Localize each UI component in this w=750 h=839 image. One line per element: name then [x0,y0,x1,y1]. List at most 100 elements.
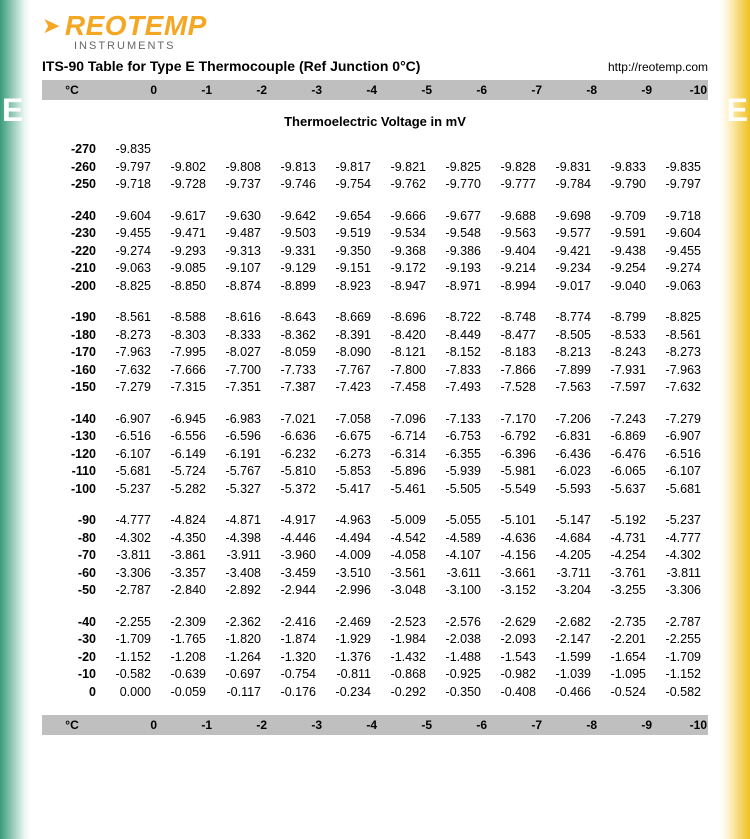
table-cell: -6.191 [212,446,267,464]
table-cell: -9.331 [267,243,322,261]
table-row: -100-5.237-5.282-5.327-5.372-5.417-5.461… [42,481,708,499]
table-cell: -1.709 [652,649,707,667]
table-cell: -9.313 [212,243,267,261]
table-cell: -0.925 [432,666,487,684]
table-row: -40-2.255-2.309-2.362-2.416-2.469-2.523-… [42,614,708,632]
table-cell: -5.282 [157,481,212,499]
table-cell: -1.654 [597,649,652,667]
table-row: -90-4.777-4.824-4.871-4.917-4.963-5.009-… [42,512,708,530]
table-row: -50-2.787-2.840-2.892-2.944-2.996-3.048-… [42,582,708,600]
table-cell: -8.273 [102,327,157,345]
table-cell: -3.152 [487,582,542,600]
table-cell: -8.420 [377,327,432,345]
table-cell: -7.563 [542,379,597,397]
table-cell: -9.386 [432,243,487,261]
table-cell: -9.455 [102,225,157,243]
table-row: -260-9.797-9.802-9.808-9.813-9.817-9.821… [42,159,708,177]
table-cell: -5.681 [102,463,157,481]
table-cell: -7.866 [487,362,542,380]
table-cell: -9.821 [377,159,432,177]
table-cell: -0.582 [102,666,157,684]
table-cell: -5.681 [652,481,707,499]
row-temp-label: -70 [42,547,102,565]
table-cell: -2.787 [652,614,707,632]
table-cell: -9.172 [377,260,432,278]
table-cell: -3.711 [542,565,597,583]
table-cell: -9.642 [267,208,322,226]
table-cell: -2.038 [432,631,487,649]
row-temp-label: -40 [42,614,102,632]
table-cell: -2.576 [432,614,487,632]
table-cell: -6.232 [267,446,322,464]
table-cell: -5.637 [597,481,652,499]
row-group: -140-6.907-6.945-6.983-7.021-7.058-7.096… [42,411,708,499]
table-cell: -9.797 [652,176,707,194]
table-cell: -6.107 [102,446,157,464]
table-cell: -6.396 [487,446,542,464]
row-temp-label: -260 [42,159,102,177]
row-temp-label: -30 [42,631,102,649]
table-cell: -7.899 [542,362,597,380]
table-cell: -4.302 [102,530,157,548]
table-cell: -6.065 [597,463,652,481]
table-cell: -7.170 [487,411,542,429]
table-cell: -9.214 [487,260,542,278]
table-row: 00.000-0.059-0.117-0.176-0.234-0.292-0.3… [42,684,708,702]
table-cell: -9.777 [487,176,542,194]
table-cell: -2.944 [267,582,322,600]
table-cell: -9.737 [212,176,267,194]
table-cell: -9.813 [267,159,322,177]
table-cell: -6.107 [652,463,707,481]
table-cell: -1.543 [487,649,542,667]
table-cell: -3.306 [652,582,707,600]
table-cell: -8.561 [652,327,707,345]
table-cell: -1.152 [102,649,157,667]
table-cell: -6.355 [432,446,487,464]
header-col: -5 [377,80,432,100]
header-col: -6 [432,715,487,735]
table-cell: -4.636 [487,530,542,548]
row-temp-label: -220 [42,243,102,261]
table-cell: -1.152 [652,666,707,684]
header-col: -7 [487,80,542,100]
row-group: -90-4.777-4.824-4.871-4.917-4.963-5.009-… [42,512,708,600]
table-cell: -0.059 [157,684,212,702]
row-temp-label: -10 [42,666,102,684]
table-row: -180-8.273-8.303-8.333-8.362-8.391-8.420… [42,327,708,345]
table-cell: -1.984 [377,631,432,649]
table-cell: -8.121 [377,344,432,362]
table-cell: -0.697 [212,666,267,684]
table-cell: -3.811 [652,565,707,583]
table-cell: -5.505 [432,481,487,499]
header-col: -9 [597,715,652,735]
table-cell: -5.327 [212,481,267,499]
table-cell: -3.811 [102,547,157,565]
table-cell [212,141,267,159]
table-cell: -7.133 [432,411,487,429]
table-cell: -3.611 [432,565,487,583]
table-cell: -1.929 [322,631,377,649]
table-cell [542,141,597,159]
header-col: -2 [212,80,267,100]
table-cell: -6.516 [102,428,157,446]
table-cell: -9.718 [652,208,707,226]
table-cell: -4.871 [212,512,267,530]
table-cell: -9.040 [597,278,652,296]
table-cell: -3.048 [377,582,432,600]
table-cell: -4.107 [432,547,487,565]
table-row: -80-4.302-4.350-4.398-4.446-4.494-4.542-… [42,530,708,548]
table-cell: -9.129 [267,260,322,278]
header-col: 0 [102,715,157,735]
table-cell: -3.204 [542,582,597,600]
table-row: -240-9.604-9.617-9.630-9.642-9.654-9.666… [42,208,708,226]
table-cell: -8.561 [102,309,157,327]
table-cell: -6.314 [377,446,432,464]
table-cell: -5.549 [487,481,542,499]
table-row: -200-8.825-8.850-8.874-8.899-8.923-8.947… [42,278,708,296]
table-cell: -0.524 [597,684,652,702]
row-temp-label: -80 [42,530,102,548]
table-cell: -8.477 [487,327,542,345]
table-cell: -2.362 [212,614,267,632]
table-row: -20-1.152-1.208-1.264-1.320-1.376-1.432-… [42,649,708,667]
table-cell: -9.808 [212,159,267,177]
